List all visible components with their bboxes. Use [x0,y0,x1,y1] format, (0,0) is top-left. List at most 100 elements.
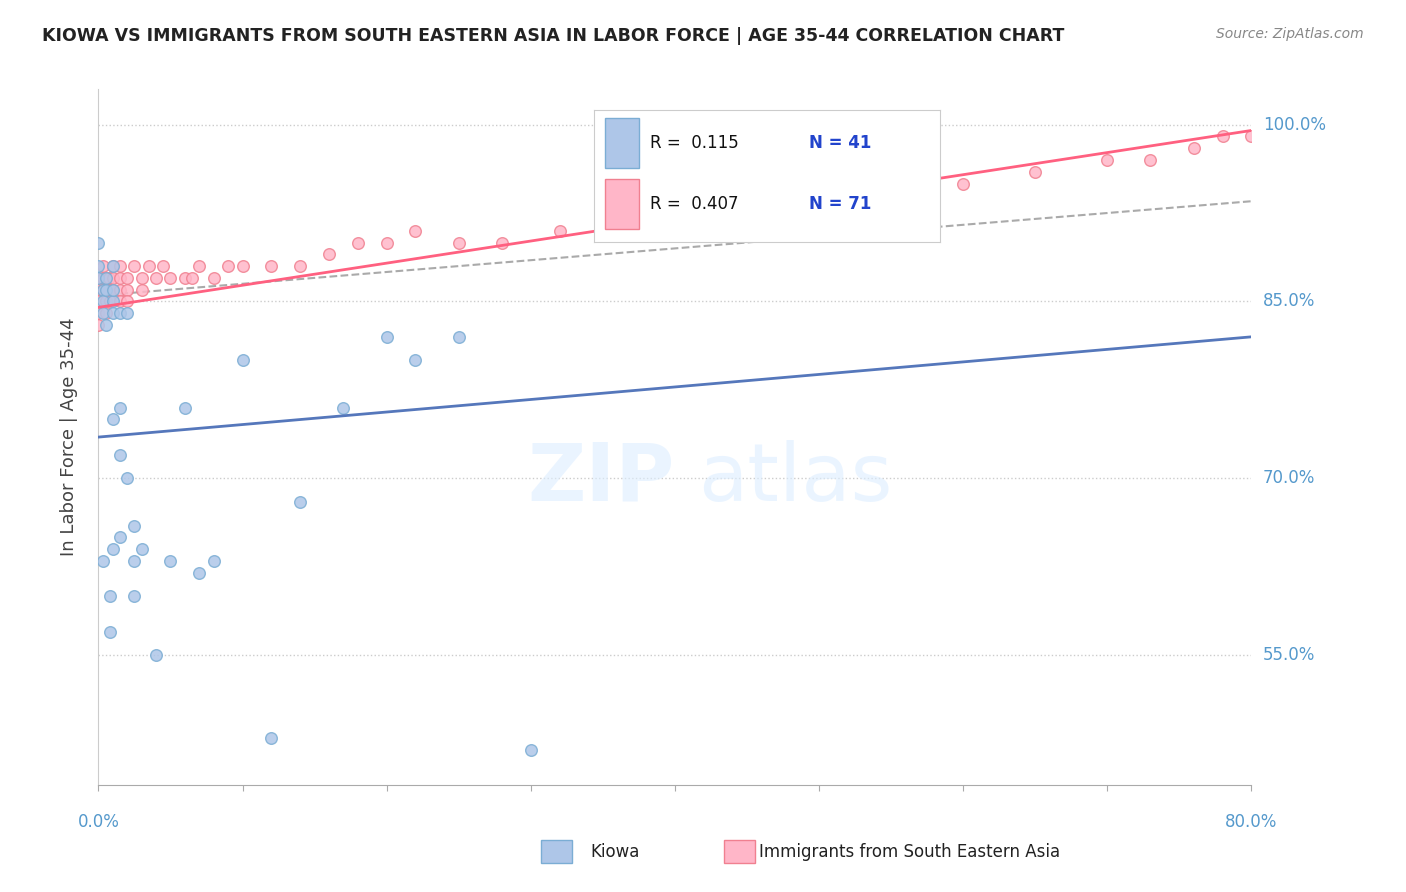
Point [952,177,974,191]
Point [375,330,398,344]
Point [91,283,114,297]
Point [87,294,110,309]
Point [91,259,114,273]
Point [91,283,114,297]
Point [1182,141,1205,155]
Text: 0.0%: 0.0% [77,813,120,830]
Point [260,731,283,745]
Point [124,518,146,533]
Point [693,211,716,226]
Point [290,259,312,273]
Point [101,271,124,285]
Text: ZIP: ZIP [527,440,675,518]
Point [217,259,239,273]
Point [188,566,211,580]
Point [87,271,110,285]
Point [97,271,120,285]
Point [117,306,138,320]
Point [124,554,146,568]
Point [101,283,124,297]
Point [1341,118,1364,132]
Point [131,271,153,285]
Point [87,271,110,285]
Point [94,283,117,297]
Point [91,306,114,320]
Point [94,294,117,309]
Point [1097,153,1119,167]
Point [260,259,283,273]
Point [145,648,167,663]
Point [1139,153,1161,167]
Point [108,401,131,415]
Point [735,200,758,214]
Point [202,554,225,568]
Point [1240,129,1263,144]
Point [87,318,110,332]
Point [91,554,114,568]
Point [188,259,211,273]
Point [94,283,117,297]
Point [87,235,110,250]
Point [880,188,903,202]
Point [592,211,614,226]
Point [807,200,830,214]
Point [108,271,131,285]
Point [290,495,312,509]
Point [174,401,197,415]
Text: 100.0%: 100.0% [1263,116,1326,134]
Point [108,530,131,544]
Text: Immigrants from South Eastern Asia: Immigrants from South Eastern Asia [759,843,1060,861]
Point [491,235,513,250]
Point [1369,118,1392,132]
Point [1327,118,1350,132]
Point [152,259,174,273]
Point [108,283,131,297]
Point [91,294,114,309]
Point [405,224,427,238]
Point [1298,118,1320,132]
Point [636,224,658,238]
Point [98,624,121,639]
Point [548,224,571,238]
Point [332,401,354,415]
Y-axis label: In Labor Force | Age 35-44: In Labor Force | Age 35-44 [59,318,77,557]
Text: 55.0%: 55.0% [1263,646,1315,665]
Point [94,271,117,285]
Point [346,235,368,250]
Point [87,283,110,297]
Point [117,471,138,485]
Point [117,283,138,297]
Point [174,271,197,285]
Point [97,283,120,297]
Point [101,294,124,309]
Text: atlas: atlas [697,440,893,518]
Point [101,306,124,320]
Point [145,271,167,285]
Point [447,330,470,344]
Point [159,271,181,285]
Point [108,259,131,273]
Point [1268,118,1291,132]
Point [87,259,110,273]
Text: Source: ZipAtlas.com: Source: ZipAtlas.com [1216,27,1364,41]
Text: 85.0%: 85.0% [1263,293,1315,310]
Point [101,542,124,557]
Point [94,271,117,285]
Point [94,306,117,320]
Point [124,259,146,273]
Point [1284,118,1306,132]
Point [159,554,181,568]
Point [108,306,131,320]
Point [202,271,225,285]
Point [231,353,254,368]
Point [318,247,340,261]
Text: Kiowa: Kiowa [591,843,640,861]
Point [101,259,124,273]
Point [117,271,138,285]
Point [1399,118,1406,132]
Point [131,542,153,557]
Point [231,259,254,273]
Text: KIOWA VS IMMIGRANTS FROM SOUTH EASTERN ASIA IN LABOR FORCE | AGE 35-44 CORRELATI: KIOWA VS IMMIGRANTS FROM SOUTH EASTERN A… [42,27,1064,45]
Text: 70.0%: 70.0% [1263,469,1315,487]
Point [101,259,124,273]
